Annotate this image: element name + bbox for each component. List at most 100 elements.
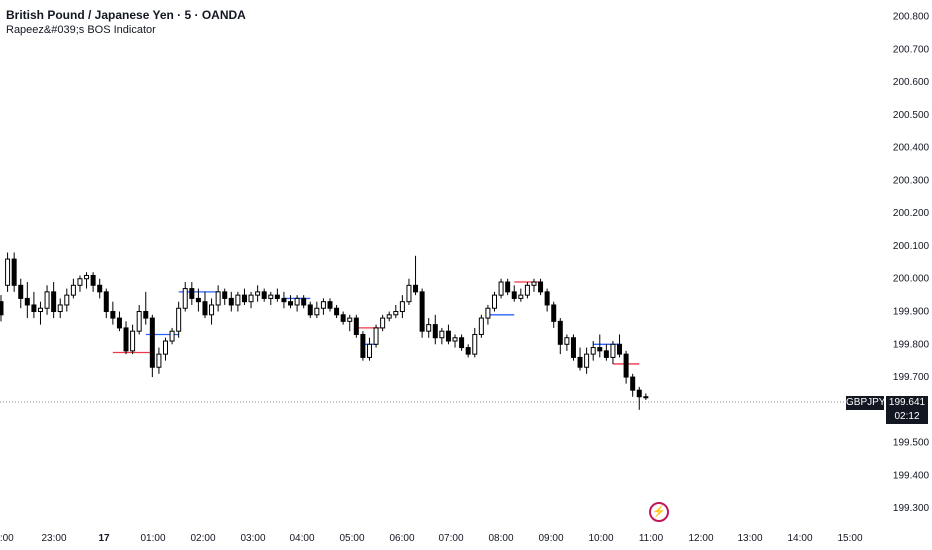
candle-body bbox=[288, 301, 294, 306]
candle-body bbox=[373, 327, 379, 345]
price-tick-label: 200.400 bbox=[893, 143, 930, 154]
candle-body bbox=[636, 389, 642, 398]
candle-body bbox=[459, 337, 465, 349]
candle-body bbox=[518, 294, 524, 299]
candle-body bbox=[570, 337, 576, 358]
time-tick-label: 04:00 bbox=[289, 533, 314, 544]
candle-body bbox=[380, 317, 386, 329]
candle-body bbox=[163, 340, 168, 355]
candle-body bbox=[406, 284, 412, 303]
lightning-icon[interactable]: ⚡ bbox=[649, 502, 669, 522]
candle-body bbox=[176, 307, 182, 332]
candle-body bbox=[564, 337, 570, 345]
time-tick-label: 10:00 bbox=[588, 533, 613, 544]
candle-body bbox=[37, 307, 43, 313]
candle-body bbox=[643, 396, 649, 399]
candle-body bbox=[77, 278, 83, 286]
candle-body bbox=[551, 304, 557, 322]
time-axis[interactable]: 2:00 23:00 17 01:00 02:00 03:00 04:00 05:00 06:0… bbox=[0, 533, 863, 544]
candles bbox=[0, 252, 649, 410]
candle-body bbox=[347, 317, 353, 322]
candle-body bbox=[274, 294, 280, 299]
candle-body bbox=[301, 297, 307, 306]
candle-body bbox=[334, 307, 340, 316]
time-tick-label: 17 bbox=[98, 533, 110, 544]
candle-body bbox=[445, 330, 451, 342]
candle-body bbox=[557, 320, 563, 345]
candle-body bbox=[419, 291, 425, 332]
candle-body bbox=[426, 324, 432, 332]
candle-body bbox=[492, 294, 497, 309]
price-axis[interactable]: 200.800 200.700 200.600 200.500 200.400 200.3… bbox=[893, 12, 930, 515]
time-tick-label: 05:00 bbox=[339, 533, 364, 544]
candle-body bbox=[248, 294, 254, 303]
candle-body bbox=[136, 311, 142, 332]
candle-body bbox=[294, 297, 300, 306]
candle-body bbox=[603, 350, 609, 358]
candle-body bbox=[584, 353, 590, 368]
candle-body bbox=[478, 317, 484, 335]
candle-body bbox=[465, 347, 471, 355]
candle-body bbox=[511, 291, 517, 299]
candle-body bbox=[103, 291, 109, 313]
candle-body bbox=[577, 356, 583, 368]
candle-body bbox=[222, 291, 228, 299]
candle-body bbox=[524, 284, 530, 296]
candle-body bbox=[182, 288, 188, 309]
candle-body bbox=[268, 294, 274, 299]
candle-body bbox=[386, 314, 392, 319]
candle-body bbox=[51, 291, 57, 313]
candle-body bbox=[531, 281, 537, 286]
candle-body bbox=[281, 297, 287, 303]
candle-body bbox=[70, 284, 76, 296]
candle-body bbox=[235, 294, 241, 306]
time-tick-label: 11:00 bbox=[639, 533, 664, 544]
price-tick-label: 199.500 bbox=[893, 438, 930, 449]
symbol-title[interactable]: British Pound / Japanese Yen · 5 · OANDA bbox=[6, 8, 246, 22]
candle-body bbox=[399, 301, 405, 313]
price-tick-label: 199.700 bbox=[893, 372, 930, 383]
candle-body bbox=[366, 343, 372, 358]
candle-body bbox=[505, 281, 511, 293]
candle-body bbox=[5, 258, 11, 286]
bar-countdown: 02:12 bbox=[894, 411, 920, 422]
candle-body bbox=[123, 327, 129, 352]
price-tick-label: 200.100 bbox=[893, 241, 930, 252]
candle-body bbox=[195, 297, 201, 303]
price-tick-label: 199.300 bbox=[893, 503, 930, 514]
candle-body bbox=[215, 291, 221, 306]
symbol-price-tag: GBPJPY bbox=[846, 396, 886, 410]
candle-body bbox=[353, 317, 359, 335]
time-tick-label: 02:00 bbox=[190, 533, 215, 544]
indicator-label[interactable]: Rapeez&#039;s BOS Indicator bbox=[6, 24, 156, 36]
candle-body bbox=[209, 304, 215, 316]
candle-body bbox=[116, 317, 122, 329]
last-price-tag: 199.641 02:12 bbox=[886, 396, 928, 424]
candle-body bbox=[610, 343, 616, 358]
candle-body bbox=[169, 330, 175, 342]
time-tick-label: 2:00 bbox=[0, 533, 14, 544]
time-tick-label: 07:00 bbox=[438, 533, 463, 544]
price-tick-label: 199.900 bbox=[893, 307, 930, 318]
last-price-value: 199.641 bbox=[888, 397, 926, 408]
candle-body bbox=[110, 311, 116, 319]
candle-body bbox=[597, 347, 603, 352]
candle-body bbox=[130, 330, 136, 352]
candle-body bbox=[24, 297, 30, 306]
candle-body bbox=[149, 317, 155, 368]
price-tick-label: 200.000 bbox=[893, 274, 930, 285]
price-tick-label: 200.200 bbox=[893, 208, 930, 219]
candle-body bbox=[452, 337, 458, 342]
candle-body bbox=[485, 307, 491, 319]
time-tick-label: 01:00 bbox=[140, 533, 165, 544]
candle-body bbox=[31, 304, 37, 313]
price-tick-label: 200.300 bbox=[893, 175, 930, 186]
time-tick-label: 08:00 bbox=[488, 533, 513, 544]
candle-body bbox=[0, 301, 4, 316]
candle-body bbox=[439, 330, 445, 339]
candle-body bbox=[498, 281, 504, 296]
candle-body bbox=[327, 301, 333, 309]
time-tick-label: 09:00 bbox=[538, 533, 563, 544]
time-tick-label: 14:00 bbox=[787, 533, 812, 544]
